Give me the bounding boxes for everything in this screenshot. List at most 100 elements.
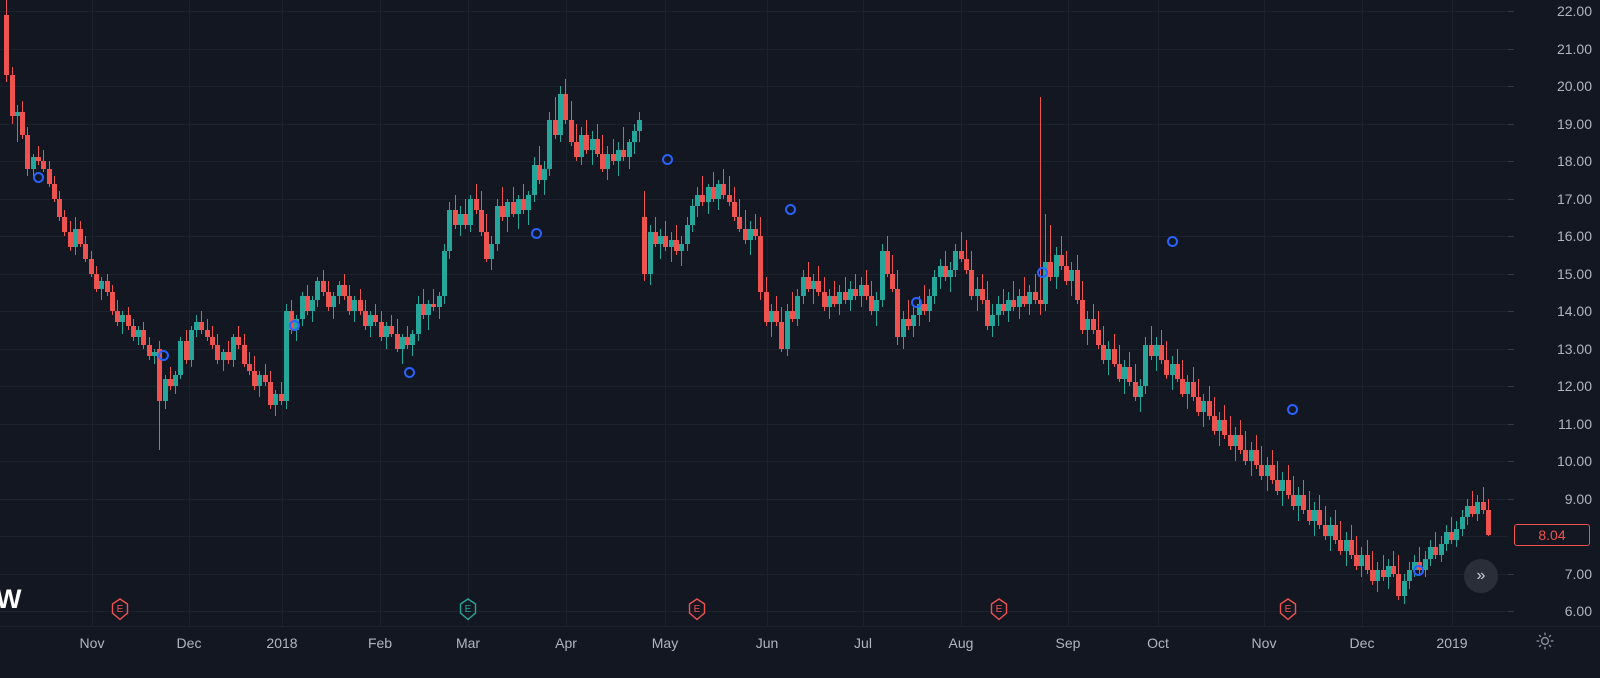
price-axis[interactable]: 22.00 21.00 20.00 19.00 18.00 17.00 16.00 15.00… [1508,0,1600,626]
candle-body [189,329,194,360]
blue-ring-marker [531,228,542,239]
price-axis-tick: 7.00 [1564,565,1592,582]
candle-body [1127,367,1132,383]
grid-line-horizontal [0,349,1508,350]
candle-body [500,206,505,218]
candle-body [4,14,9,75]
blue-ring-marker [33,172,44,183]
candle-body [553,119,558,135]
candle-body [943,266,948,278]
candle-wick [1483,487,1484,514]
candle-wick [212,326,213,349]
candle-body [1349,539,1354,555]
candle-wick [576,123,577,162]
price-axis-tick: 15.00 [1556,265,1592,282]
candle-body [437,296,442,308]
earnings-badge[interactable]: E [111,598,130,621]
grid-line-horizontal [0,124,1508,125]
grid-line-horizontal [0,461,1508,462]
candle-body [1439,543,1444,555]
candle-body [25,134,30,169]
candle-body [685,224,690,244]
time-axis-tick: Feb [367,635,393,651]
candle-body [1307,509,1312,522]
grid-line-vertical [380,0,381,626]
gear-icon[interactable] [1534,630,1556,652]
candle-body [1359,554,1364,566]
candle-body [410,333,415,345]
candle-wick [681,236,682,267]
grid-line-vertical [1452,0,1453,626]
candle-body [727,194,732,203]
candle-wick [723,168,724,199]
time-axis[interactable]: Nov Dec 2018 Feb Mar Apr May Jun Jul Aug Sep Oct Nov… [0,626,1600,678]
candle-wick [1035,273,1036,304]
candle-body [890,273,895,289]
earnings-badge[interactable]: E [1279,598,1298,621]
chart-plot-area[interactable] [0,0,1508,626]
candle-body [495,206,500,244]
candle-body [985,299,990,327]
candle-body [416,303,421,334]
candle-wick [1372,551,1373,585]
earnings-badge[interactable]: E [990,598,1009,621]
candle-body [152,352,157,357]
candle-body [642,217,647,274]
candle-body [1475,502,1480,514]
candle-body [1112,348,1117,364]
chart-watermark: W [0,584,22,614]
candle-body [1275,479,1280,492]
candle-body [1149,344,1154,357]
candle-body [632,131,637,143]
candle-wick [1435,532,1436,559]
price-axis-tick-dash [1508,574,1514,575]
candle-body [737,217,742,229]
candle-body [1185,382,1190,394]
candle-body [758,236,763,293]
candle-body [1396,573,1401,596]
candle-body [1017,296,1022,308]
candle-body [315,281,320,300]
candle-body [827,296,832,308]
candle-body [194,322,199,330]
candle-wick [1472,491,1473,518]
earnings-badge[interactable]: E [459,598,478,621]
candle-wick [671,232,672,263]
candle-body [1317,509,1322,525]
candle-body [1333,524,1338,540]
candle-body [595,138,600,154]
candle-body [384,326,389,338]
candle-body [321,281,326,293]
blue-ring-marker [785,204,796,215]
candle-body [210,337,215,345]
candle-body [1033,292,1038,300]
candle-wick [1356,536,1357,570]
grid-line-horizontal [0,49,1508,50]
candle-wick [1309,491,1310,525]
candle-body [711,187,716,199]
price-axis-tick: 20.00 [1556,78,1592,95]
candle-body [242,344,247,364]
candle-body [236,337,241,345]
price-axis-tick-dash [1508,499,1514,500]
candle-body [226,352,231,360]
candle-body [779,322,784,349]
candle-body [78,228,83,244]
candle-body [373,314,378,323]
candle-body [769,311,774,323]
candle-body [590,138,595,150]
candle-body [1296,494,1301,507]
candle-body [611,153,616,162]
candle-body [57,198,62,218]
candle-body [310,299,315,312]
earnings-badge[interactable]: E [688,598,707,621]
candle-wick [776,296,777,327]
candle-body [1291,494,1296,507]
price-axis-tick-dash [1508,611,1514,612]
candle-body [948,269,953,278]
candle-body [110,292,115,312]
candle-body [1207,401,1212,417]
scroll-to-realtime-button[interactable]: » [1464,559,1498,593]
blue-ring-marker [1037,267,1048,278]
candle-body [1222,419,1227,435]
